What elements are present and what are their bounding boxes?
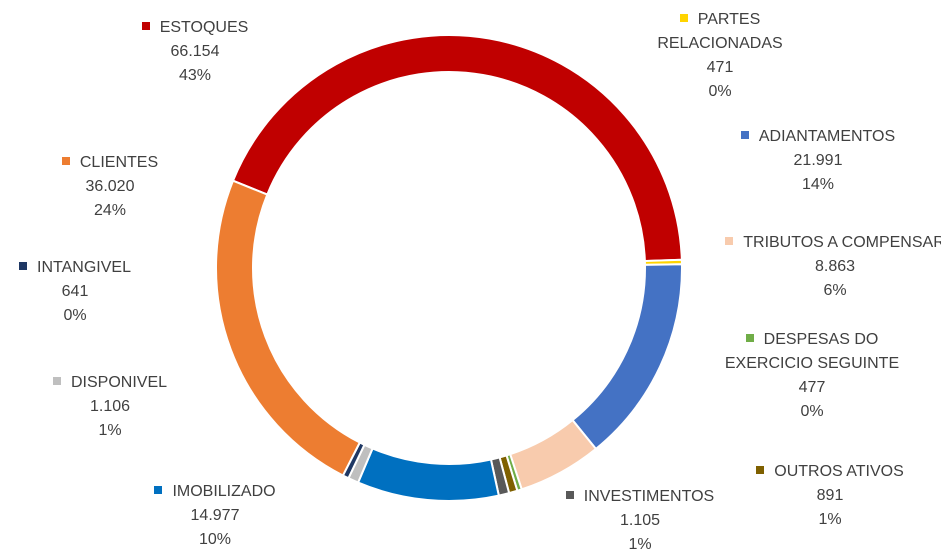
value-label: 891 [816,487,844,504]
category-name: TRIBUTOS A COMPENSAR [743,234,941,251]
label-name-line: INTANGIVEL [0,256,150,280]
label-name-line: DESPESAS DO EXERCICIO SEGUINTE [712,328,912,376]
label-name-line: TRIBUTOS A COMPENSAR [720,231,941,255]
legend-marker [565,491,574,499]
percent-label: 10% [198,531,232,548]
category-name: OUTROS ATIVOS [774,463,904,480]
data-label: INVESTIMENTOS 1.105 1% [540,485,740,553]
legend-marker [725,237,734,245]
data-label: ESTOQUES 66.154 43% [115,16,275,88]
legend-marker [756,466,765,474]
category-name: ADIANTAMENTOS [758,128,896,145]
legend-marker [745,334,754,342]
category-name: CLIENTES [79,154,159,171]
value-label: 14.977 [190,507,240,524]
data-label: DISPONIVEL 1.106 1% [30,371,190,443]
percent-label: 24% [93,202,127,219]
legend-marker [52,377,61,385]
legend-marker [679,14,688,22]
donut-slice [231,34,683,263]
value-label: 1.106 [89,398,131,415]
label-name-line: INVESTIMENTOS [540,485,740,509]
percent-label: 0% [708,83,732,100]
data-label: IMOBILIZADO 14.977 10% [125,480,305,552]
percent-label: 1% [98,422,122,439]
value-label: 21.991 [793,152,843,169]
data-label: INTANGIVEL 641 0% [0,256,150,328]
label-name-line: OUTROS ATIVOS [740,460,920,484]
data-label: DESPESAS DO EXERCICIO SEGUINTE 477 0% [712,328,912,424]
percent-label: 1% [818,511,842,528]
label-name-line: PARTES RELACIONADAS [650,8,790,56]
value-label: 471 [706,59,734,76]
legend-marker [740,131,749,139]
value-label: 8.863 [814,258,856,275]
label-name-line: ESTOQUES [115,16,275,40]
percent-label: 6% [823,282,847,299]
category-name: PARTES RELACIONADAS [657,11,783,52]
percent-label: 43% [178,67,212,84]
category-name: DISPONIVEL [70,374,168,391]
donut-slice [571,263,683,451]
category-name: IMOBILIZADO [172,483,276,500]
donut-slice [215,179,362,477]
data-label: ADIANTAMENTOS 21.991 14% [718,125,918,197]
percent-label: 0% [800,403,824,420]
legend-marker [19,262,28,270]
data-label: OUTROS ATIVOS 891 1% [740,460,920,532]
label-name-line: ADIANTAMENTOS [718,125,918,149]
value-label: 66.154 [170,43,220,60]
category-name: INVESTIMENTOS [583,488,715,505]
legend-marker [141,22,150,30]
percent-label: 1% [628,536,652,553]
value-label: 641 [61,283,89,300]
legend-marker [61,157,70,165]
category-name: INTANGIVEL [37,259,131,276]
data-label: PARTES RELACIONADAS 471 0% [650,8,790,104]
label-name-line: CLIENTES [35,151,185,175]
percent-label: 14% [801,176,835,193]
donut-slice [356,447,501,502]
value-label: 1.105 [619,512,661,529]
label-name-line: IMOBILIZADO [125,480,305,504]
value-label: 477 [798,379,826,396]
data-label: CLIENTES 36.020 24% [35,151,185,223]
data-label: TRIBUTOS A COMPENSAR 8.863 6% [720,231,941,303]
category-name: DESPESAS DO EXERCICIO SEGUINTE [724,331,900,372]
percent-label: 0% [63,307,87,324]
category-name: ESTOQUES [159,19,249,36]
legend-marker [154,486,163,494]
value-label: 36.020 [85,178,135,195]
label-name-line: DISPONIVEL [30,371,190,395]
